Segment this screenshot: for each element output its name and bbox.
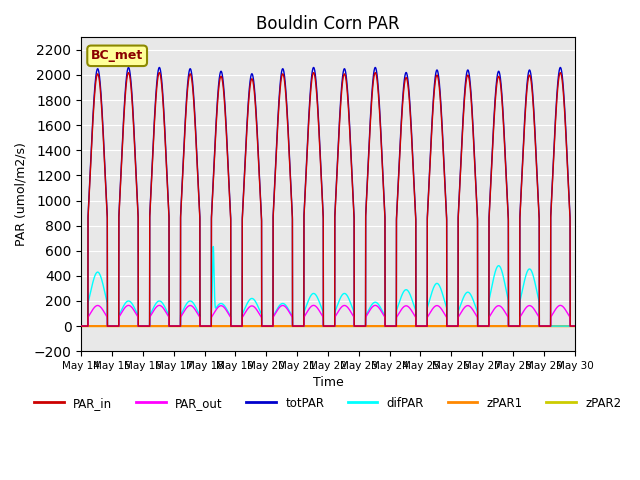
- Legend: PAR_in, PAR_out, totPAR, difPAR, zPAR1, zPAR2: PAR_in, PAR_out, totPAR, difPAR, zPAR1, …: [29, 392, 626, 414]
- Y-axis label: PAR (umol/m2/s): PAR (umol/m2/s): [15, 143, 28, 246]
- X-axis label: Time: Time: [312, 376, 343, 389]
- Text: BC_met: BC_met: [91, 49, 143, 62]
- Title: Bouldin Corn PAR: Bouldin Corn PAR: [256, 15, 400, 33]
